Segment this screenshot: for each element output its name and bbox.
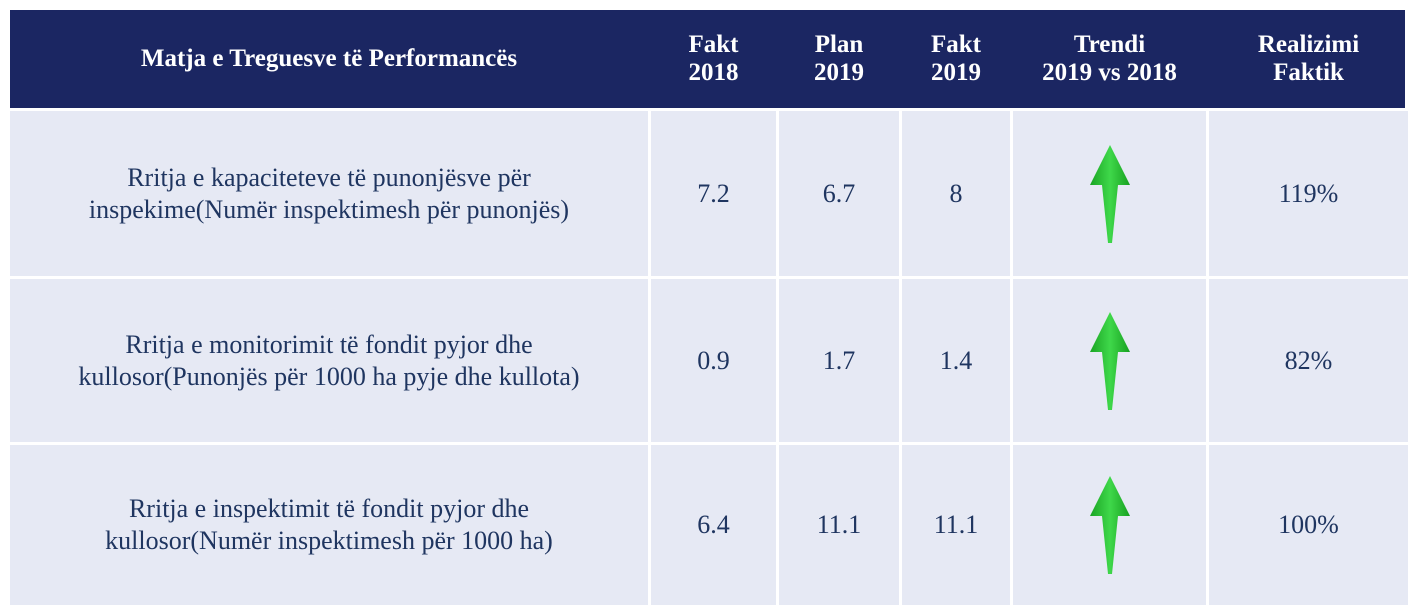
value-cell: 7.2 — [651, 111, 776, 276]
value-cell: 11.1 — [902, 445, 1010, 605]
trend-cell — [1013, 111, 1206, 276]
label-text: Rritja e monitorimit të fondit pyjor dhe — [125, 329, 533, 359]
value-cell: 82% — [1209, 279, 1408, 442]
label-text: kullosor(Numër inspektimesh për 1000 ha) — [105, 526, 553, 555]
row-label: Rritja e monitorimit të fondit pyjor dhe… — [10, 279, 648, 442]
header-text: 2019 — [931, 59, 981, 86]
value-cell: 0.9 — [651, 279, 776, 442]
row-label: Rritja e inspektimit të fondit pyjor dhe… — [10, 445, 648, 605]
header-cell: Fakt 2018 — [651, 10, 776, 108]
header-text: Plan — [814, 31, 864, 58]
header-text: Matja e Treguesve të Performancës — [140, 45, 518, 72]
header-cell: Fakt 2019 — [902, 10, 1010, 108]
table-header: Matja e Treguesve të Performancës Fakt 201… — [10, 10, 1405, 108]
header-cell: Plan 2019 — [779, 10, 899, 108]
row-label: Rritja e kapaciteteve të punonjësve për i… — [10, 111, 648, 276]
header-text: Trendi — [1073, 31, 1146, 58]
trend-up-arrow — [1089, 144, 1130, 243]
trend-cell — [1013, 445, 1206, 605]
value-cell: 100% — [1209, 445, 1408, 605]
table-row: Rritja e monitorimit të fondit pyjor dhe… — [10, 279, 1408, 442]
header-text: Faktik — [1273, 59, 1344, 86]
header-text: Fakt — [931, 31, 981, 58]
table-body: Rritja e kapaciteteve të punonjësve për i… — [10, 111, 1408, 605]
value-cell: 119% — [1209, 111, 1408, 276]
value-cell: 8 — [902, 111, 1010, 276]
header-text: Fakt — [688, 31, 739, 58]
label-text: Rritja e kapaciteteve të punonjësve për — [127, 162, 531, 192]
trend-up-arrow — [1089, 476, 1130, 574]
header-text: 2019 — [814, 59, 864, 86]
value-cell: 6.4 — [651, 445, 776, 605]
table-row: Rritja e kapaciteteve të punonjësve për i… — [10, 111, 1408, 276]
trend-cell — [1013, 279, 1206, 442]
label-text: kullosor(Punonjës për 1000 ha pyje dhe k… — [78, 361, 580, 391]
label-text: inspekime(Numër inspektimesh për punonjë… — [88, 194, 570, 224]
header-cell: Realizimi Faktik — [1209, 10, 1408, 108]
label-text: Rritja e inspektimit të fondit pyjor dhe — [128, 494, 530, 523]
header-text: 2019 vs 2018 — [1042, 59, 1177, 86]
header-text: 2018 — [688, 59, 739, 86]
header-cell: Trendi 2019 vs 2018 — [1013, 10, 1206, 108]
header-cell: Matja e Treguesve të Performancës — [10, 10, 648, 108]
table-row: Rritja e inspektimit të fondit pyjor dhe… — [10, 445, 1408, 605]
value-cell: 1.7 — [779, 279, 899, 442]
header-text: Realizimi — [1257, 31, 1360, 58]
trend-up-arrow — [1089, 311, 1130, 410]
value-cell: 1.4 — [902, 279, 1010, 442]
kpi-table: Matja e Treguesve të Performancës Fakt 201… — [10, 10, 1408, 605]
value-cell: 6.7 — [779, 111, 899, 276]
value-cell: 11.1 — [779, 445, 899, 605]
